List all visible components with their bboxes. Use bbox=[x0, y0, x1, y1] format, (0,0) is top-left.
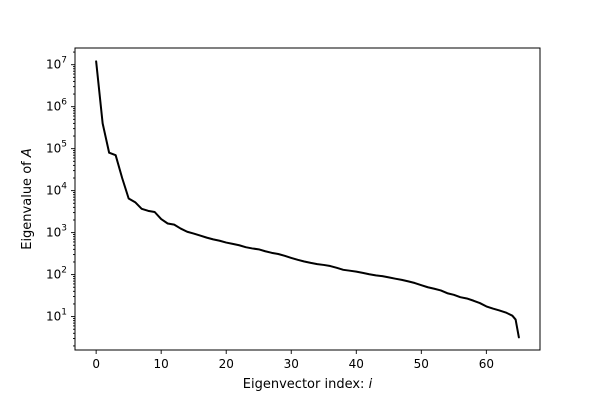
series-line bbox=[95, 60, 520, 339]
y-axis-label: Eigenvalue of A bbox=[20, 148, 35, 250]
x-tick-label: 60 bbox=[479, 357, 494, 371]
y-tick-label: 106 bbox=[46, 98, 67, 114]
x-tick-label: 10 bbox=[154, 357, 169, 371]
plot-area bbox=[75, 48, 540, 350]
y-tick-label: 104 bbox=[46, 182, 67, 198]
tick-group: 0 10 20 30 40 50 60 101 102 103 104 105 106 107 bbox=[46, 51, 494, 371]
x-tick-label: 40 bbox=[349, 357, 364, 371]
y-tick-label: 105 bbox=[46, 140, 67, 156]
x-tick-label: 30 bbox=[284, 357, 299, 371]
y-tick-label: 103 bbox=[46, 224, 67, 240]
x-tick-label: 0 bbox=[92, 357, 100, 371]
x-axis-label: Eigenvector index: i bbox=[243, 377, 373, 392]
x-tick-label: 50 bbox=[414, 357, 429, 371]
axes-frame bbox=[74, 47, 541, 351]
y-tick-label: 101 bbox=[46, 308, 67, 324]
y-tick-label: 102 bbox=[46, 266, 67, 282]
x-tick-label: 20 bbox=[219, 357, 234, 371]
y-tick-label: 107 bbox=[46, 56, 67, 72]
